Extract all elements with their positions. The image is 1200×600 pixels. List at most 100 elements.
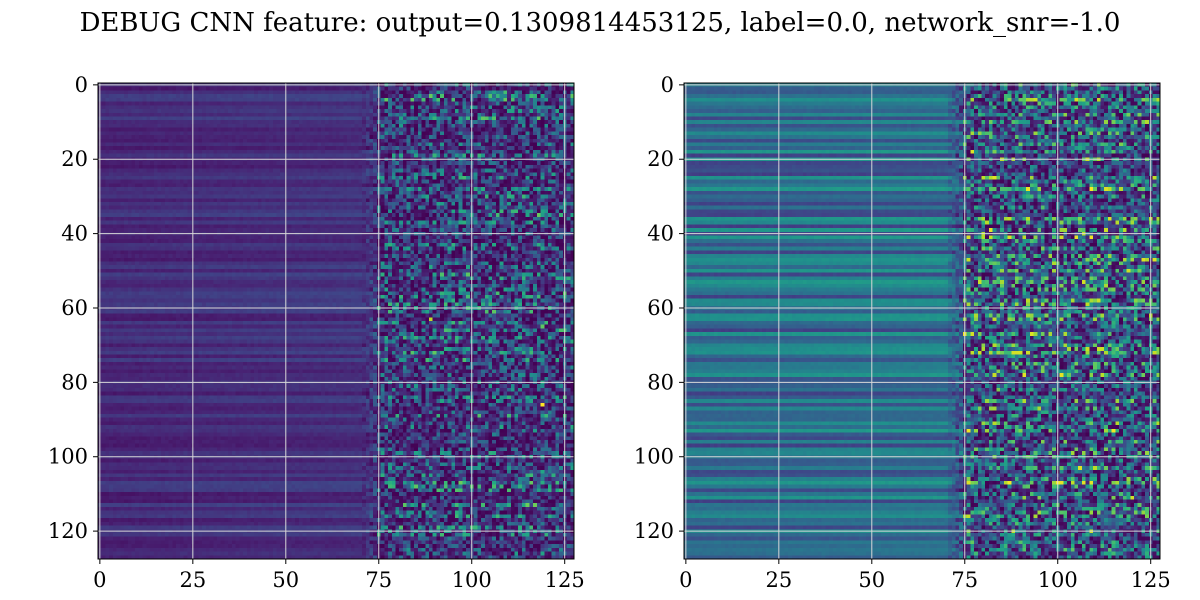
heatmap-cell <box>172 154 176 158</box>
heatmap-cell <box>369 143 373 147</box>
heatmap-cell <box>533 105 537 109</box>
heatmap-cell <box>518 154 522 158</box>
heatmap-cell <box>158 94 162 98</box>
heatmap-cell <box>496 161 500 165</box>
heatmap-cell <box>202 161 206 165</box>
heatmap-cell <box>351 128 355 132</box>
heatmap-cell <box>210 187 214 191</box>
heatmap-cell <box>511 165 515 169</box>
heatmap-cell <box>455 87 459 91</box>
heatmap-cell <box>407 165 411 169</box>
heatmap-cell <box>262 224 266 228</box>
heatmap-cell <box>541 213 545 217</box>
heatmap-cell <box>213 202 217 206</box>
heatmap-cell <box>325 120 329 124</box>
heatmap-cell <box>195 206 199 210</box>
heatmap-cell <box>440 150 444 154</box>
heatmap-cell <box>325 143 329 147</box>
heatmap-cell <box>269 113 273 117</box>
heatmap-cell <box>358 198 362 202</box>
heatmap-cell <box>310 109 314 113</box>
heatmap-cell <box>113 150 117 154</box>
heatmap-cell <box>232 150 236 154</box>
heatmap-cell <box>362 195 366 199</box>
heatmap-cell <box>128 120 132 124</box>
heatmap-cell <box>124 131 128 135</box>
heatmap-cell <box>518 213 522 217</box>
heatmap-cell <box>187 87 191 91</box>
heatmap-cell <box>529 146 533 150</box>
heatmap-cell <box>507 191 511 195</box>
heatmap-cell <box>146 198 150 202</box>
heatmap-cell <box>369 206 373 210</box>
heatmap-cell <box>451 195 455 199</box>
heatmap-cell <box>158 191 162 195</box>
heatmap-cell <box>369 131 373 135</box>
heatmap-cell <box>414 183 418 187</box>
heatmap-cell <box>451 102 455 106</box>
heatmap-cell <box>269 198 273 202</box>
heatmap-cell <box>146 128 150 132</box>
heatmap-cell <box>180 202 184 206</box>
heatmap-cell <box>388 150 392 154</box>
heatmap-cell <box>150 209 154 213</box>
heatmap-cell <box>555 87 559 91</box>
heatmap-cell <box>481 87 485 91</box>
heatmap-cell <box>552 87 556 91</box>
heatmap-cell <box>120 128 124 132</box>
heatmap-cell <box>332 102 336 106</box>
heatmap-cell <box>399 176 403 180</box>
heatmap-cell <box>559 154 563 158</box>
heatmap-cell <box>407 116 411 120</box>
heatmap-cell <box>277 146 281 150</box>
heatmap-cell <box>250 217 254 221</box>
heatmap-cell <box>303 128 307 132</box>
heatmap-cell <box>321 98 325 102</box>
heatmap-cell <box>459 224 463 228</box>
heatmap-cell <box>567 113 571 117</box>
heatmap-cell <box>154 113 158 117</box>
heatmap-cell <box>381 172 385 176</box>
heatmap-cell <box>529 143 533 147</box>
heatmap-cell <box>433 116 437 120</box>
heatmap-cell <box>135 217 139 221</box>
heatmap-cell <box>280 87 284 91</box>
heatmap-cell <box>124 87 128 91</box>
heatmap-cell <box>537 161 541 165</box>
heatmap-cell <box>202 217 206 221</box>
heatmap-cell <box>332 143 336 147</box>
heatmap-cell <box>128 146 132 150</box>
heatmap-cell <box>544 209 548 213</box>
heatmap-cell <box>172 124 176 128</box>
heatmap-cell <box>503 109 507 113</box>
heatmap-cell <box>239 131 243 135</box>
heatmap-cell <box>250 139 254 143</box>
heatmap-cell <box>448 172 452 176</box>
heatmap-cell <box>325 191 329 195</box>
heatmap-cell <box>373 172 377 176</box>
heatmap-cell <box>488 139 492 143</box>
heatmap-cell <box>158 102 162 106</box>
heatmap-cell <box>555 135 559 139</box>
heatmap-cell <box>113 124 117 128</box>
heatmap-cell <box>418 87 422 91</box>
heatmap-cell <box>500 161 504 165</box>
heatmap-cell <box>511 113 515 117</box>
heatmap-cell <box>511 143 515 147</box>
heatmap-cell <box>552 128 556 132</box>
heatmap-cell <box>544 161 548 165</box>
heatmap-cell <box>477 98 481 102</box>
heatmap-cell <box>462 139 466 143</box>
heatmap-cell <box>492 90 496 94</box>
heatmap-cell <box>451 90 455 94</box>
heatmap-cell <box>541 90 545 94</box>
heatmap-cell <box>113 165 117 169</box>
heatmap-cell <box>180 213 184 217</box>
heatmap-cell <box>347 195 351 199</box>
heatmap-cell <box>161 124 165 128</box>
heatmap-cell <box>444 209 448 213</box>
heatmap-cell <box>343 143 347 147</box>
heatmap-cell <box>526 124 530 128</box>
heatmap-cell <box>325 195 329 199</box>
heatmap-cell <box>496 120 500 124</box>
